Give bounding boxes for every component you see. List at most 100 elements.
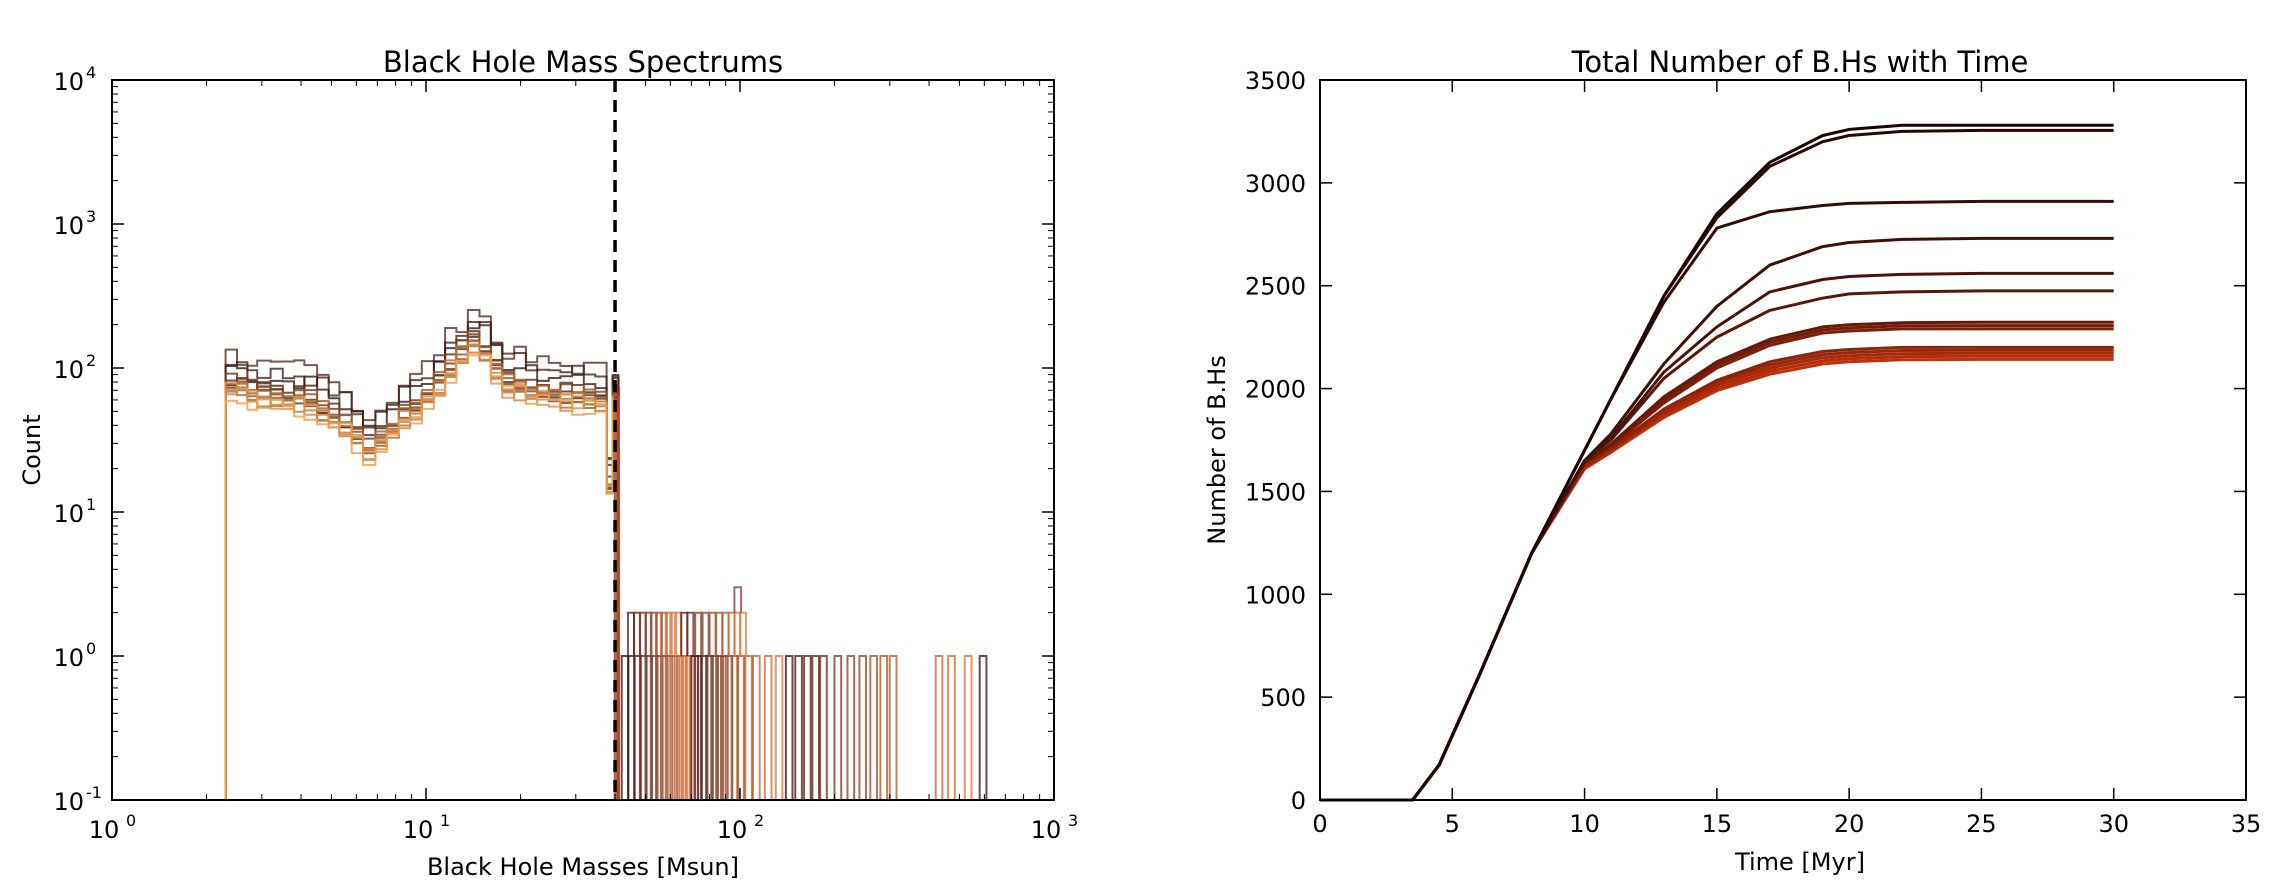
x-tick-label: 30 bbox=[2098, 810, 2129, 838]
x-tick-exponent: 1 bbox=[440, 811, 450, 830]
x-tick-exponent: 0 bbox=[126, 811, 136, 830]
histogram-tail-bin bbox=[833, 655, 843, 800]
y-tick-label: 10 bbox=[53, 212, 84, 240]
line-series bbox=[1320, 324, 2114, 802]
histogram-tail-bin-2 bbox=[686, 611, 695, 656]
histogram-series bbox=[224, 354, 620, 800]
y-tick-label: 500 bbox=[1260, 684, 1306, 712]
y-tick-label: 3000 bbox=[1245, 170, 1306, 198]
histogram-tail-bin bbox=[803, 655, 812, 800]
histogram-tail-bin bbox=[715, 655, 724, 800]
histogram-tail-bin bbox=[811, 655, 820, 800]
y-tick-exponent: 1 bbox=[86, 495, 96, 514]
histogram-tail-bin-2 bbox=[659, 611, 668, 656]
line-series bbox=[1320, 123, 2114, 802]
histogram-series bbox=[224, 321, 620, 800]
y-tick-label: 1000 bbox=[1245, 581, 1306, 609]
x-tick-label: 0 bbox=[1312, 810, 1327, 838]
histogram-xlabel: Black Hole Masses [Msun] bbox=[427, 853, 739, 881]
histogram-tail-bin-2 bbox=[694, 611, 703, 656]
histogram-tail-bin bbox=[869, 655, 878, 800]
histogram-title: Black Hole Mass Spectrums bbox=[383, 45, 783, 79]
y-tick-exponent: 3 bbox=[86, 207, 96, 226]
histogram-tail-bin-3 bbox=[733, 586, 743, 613]
histogram-tail-bin bbox=[978, 655, 988, 800]
histogram-tail-bin bbox=[947, 655, 956, 800]
line-chart-title: Total Number of B.Hs with Time bbox=[1571, 45, 2029, 79]
y-tick-label: 2000 bbox=[1245, 376, 1306, 404]
histogram-tail-bin bbox=[774, 655, 784, 800]
threshold-bin-cluster bbox=[613, 385, 621, 800]
histogram-tail-bin-2 bbox=[701, 611, 710, 656]
x-tick-label: 10 bbox=[1031, 816, 1062, 844]
y-tick-exponent: -1 bbox=[86, 783, 102, 802]
y-tick-label: 10 bbox=[53, 788, 84, 816]
histogram-tail-bin-2 bbox=[664, 611, 673, 656]
line-series bbox=[1320, 351, 2114, 802]
x-tick-label: 10 bbox=[1569, 810, 1600, 838]
histogram-tail-bin bbox=[699, 655, 709, 800]
line-series bbox=[1320, 348, 2114, 802]
x-tick-exponent: 3 bbox=[1068, 811, 1078, 830]
y-tick-label: 2500 bbox=[1245, 273, 1306, 301]
line-series bbox=[1320, 345, 2114, 802]
line-series bbox=[1320, 128, 2114, 802]
x-tick-label: 25 bbox=[1966, 810, 1997, 838]
histogram-tail-bin-2 bbox=[669, 611, 678, 656]
x-tick-label: 35 bbox=[2231, 810, 2262, 838]
line-series bbox=[1320, 354, 2114, 802]
histogram-plot-area bbox=[224, 80, 988, 800]
y-tick-exponent: 4 bbox=[86, 63, 96, 82]
histogram-tail-bin bbox=[649, 655, 659, 800]
line-series bbox=[1320, 320, 2114, 802]
histogram-tail-bin bbox=[664, 655, 674, 800]
histogram-tail-bin bbox=[963, 655, 973, 800]
histogram-tail-bin bbox=[879, 655, 889, 800]
histogram-series bbox=[224, 343, 620, 800]
x-tick-label: 10 bbox=[717, 816, 748, 844]
histogram-tail-bin bbox=[784, 655, 794, 800]
x-tick-label: 20 bbox=[1834, 810, 1865, 838]
y-tick-exponent: 2 bbox=[86, 351, 96, 370]
line-series bbox=[1320, 357, 2114, 802]
histogram-tail-bin bbox=[819, 655, 828, 800]
histogram-tail-bin bbox=[794, 655, 803, 800]
line-ticks: 0 5 10 15 20 25 30 35 0 500 1000 1500 2000 2500 3000 35… bbox=[1245, 67, 2261, 838]
histogram-series bbox=[224, 321, 620, 800]
histogram-tail-bin bbox=[720, 655, 729, 800]
y-tick-label: 1500 bbox=[1245, 478, 1306, 506]
histogram-ylabel: Count bbox=[18, 414, 46, 485]
histogram-tail-bin bbox=[744, 655, 753, 800]
x-tick-label: 15 bbox=[1702, 810, 1733, 838]
line-frame bbox=[1319, 79, 2247, 801]
histogram-series bbox=[224, 309, 620, 800]
y-tick-label: 10 bbox=[53, 500, 84, 528]
histogram-tail-bin-2 bbox=[739, 611, 747, 656]
line-panel: Total Number of B.Hs with Time Time [Myr… bbox=[1203, 45, 2261, 876]
histogram-tail-bin bbox=[659, 655, 669, 800]
histogram-tail-bin bbox=[655, 655, 664, 800]
histogram-tail-bin-2 bbox=[673, 611, 682, 656]
y-tick-label: 10 bbox=[53, 356, 84, 384]
line-plot-area bbox=[1320, 123, 2114, 802]
histogram-panel: Black Hole Mass Spectrums Black Hole Mas… bbox=[18, 45, 1078, 881]
x-tick-exponent: 2 bbox=[754, 811, 764, 830]
histogram-frame bbox=[111, 79, 1055, 801]
histogram-ticks: 10 0 10 1 10 2 10 310 -110 010 110 210 310 4 bbox=[53, 63, 1078, 844]
y-tick-exponent: 0 bbox=[86, 639, 96, 658]
histogram-series bbox=[224, 351, 620, 800]
x-tick-label: 10 bbox=[89, 816, 120, 844]
histogram-tail-bin-2 bbox=[680, 611, 689, 656]
histogram-tail-bin-2 bbox=[708, 611, 717, 656]
y-tick-label: 3500 bbox=[1245, 67, 1306, 95]
histogram-tail-bin-2 bbox=[715, 611, 724, 656]
histogram-tail-bin bbox=[694, 655, 703, 800]
y-tick-label: 10 bbox=[53, 644, 84, 672]
y-tick-label: 0 bbox=[1291, 787, 1306, 815]
histogram-tail-bin bbox=[846, 655, 856, 800]
histogram-tail-bin-2 bbox=[655, 611, 663, 656]
x-tick-label: 10 bbox=[403, 816, 434, 844]
histogram-tail-bin bbox=[888, 655, 898, 800]
histogram-tail-bin bbox=[858, 655, 867, 800]
